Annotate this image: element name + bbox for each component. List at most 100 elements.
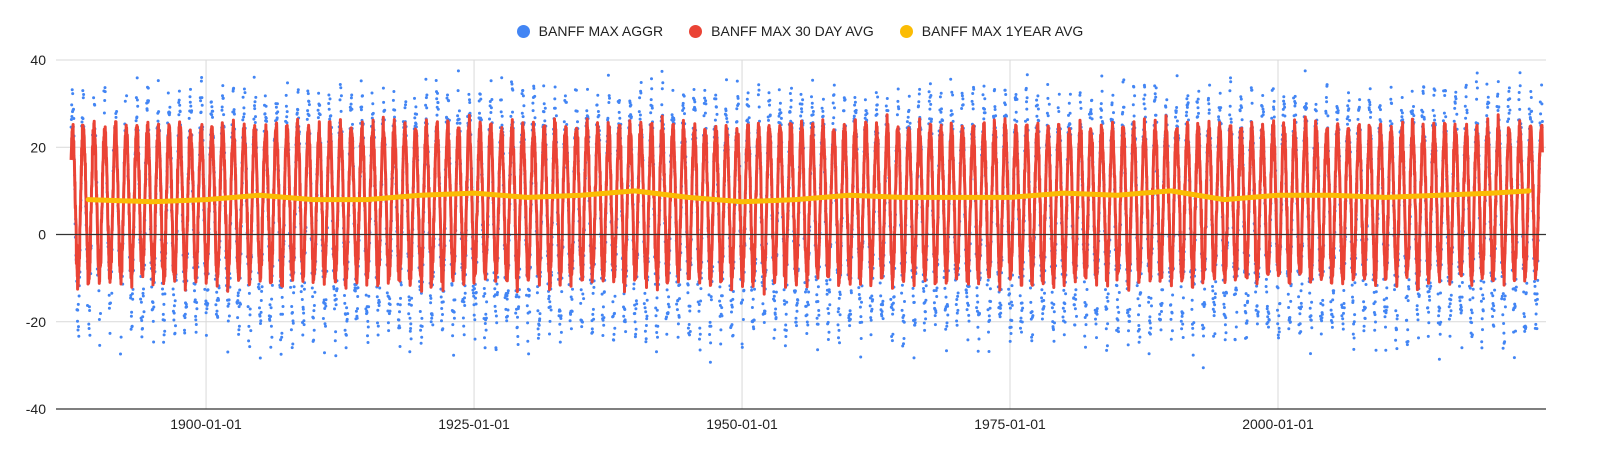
aggr-point [408, 329, 412, 333]
aggr-point [242, 87, 246, 91]
aggr-point [682, 106, 686, 110]
aggr-point [1128, 319, 1132, 323]
aggr-point [971, 107, 975, 111]
aggr-point [826, 338, 830, 341]
aggr-point [1061, 306, 1065, 310]
aggr-point [773, 299, 777, 303]
aggr-point [1015, 97, 1019, 101]
aggr-point [296, 88, 300, 92]
aggr-point [788, 92, 792, 95]
aggr-point [353, 289, 357, 293]
aggr-point [857, 293, 861, 296]
aggr-point [1025, 96, 1029, 100]
aggr-point [1407, 278, 1411, 282]
aggr-point [367, 294, 371, 298]
aggr-point [1363, 306, 1367, 310]
aggr-point [1341, 327, 1345, 331]
aggr-point [843, 98, 847, 102]
aggr-point [1153, 92, 1157, 96]
aggr-point [290, 305, 294, 308]
aggr-point [869, 316, 873, 320]
aggr-point [1158, 312, 1162, 316]
aggr-point [945, 321, 949, 325]
aggr-point [976, 300, 980, 304]
aggr-point [500, 114, 504, 118]
aggr-point [602, 316, 606, 320]
aggr-point [1195, 100, 1199, 104]
aggr-point [774, 307, 778, 311]
aggr-point [730, 310, 733, 314]
aggr-point [531, 101, 535, 105]
aggr-point [881, 303, 885, 307]
aggr-point [316, 116, 320, 120]
aggr-point [1003, 88, 1007, 92]
aggr-point [71, 92, 75, 96]
aggr-point [1084, 345, 1087, 349]
aggr-point [521, 115, 525, 119]
aggr-point [257, 282, 261, 286]
aggr-point [505, 319, 509, 323]
aggr-point [77, 334, 81, 338]
aggr-point [911, 286, 915, 290]
legend-item-aggr: BANFF MAX AGGR [516, 23, 663, 39]
aggr-point [542, 84, 546, 88]
aggr-point [1095, 336, 1098, 340]
aggr-point [881, 299, 885, 303]
aggr-point [463, 296, 466, 300]
aggr-point [1223, 294, 1227, 298]
aggr-point [376, 321, 379, 325]
aggr-point [307, 103, 311, 107]
aggr-point [243, 91, 247, 95]
aggr-point [1320, 316, 1324, 320]
aggr-point [1121, 110, 1125, 114]
aggr-point [853, 100, 857, 104]
aggr-point [242, 115, 246, 119]
aggr-point [1132, 114, 1136, 118]
aggr-point [1043, 291, 1046, 295]
aggr-point [935, 286, 939, 290]
aggr-point [1395, 327, 1399, 331]
aggr-point [644, 337, 648, 341]
aggr-point [1164, 105, 1168, 109]
aggr-point [254, 115, 257, 119]
aggr-point [538, 317, 542, 321]
aggr-point [1228, 89, 1232, 93]
aggr-point [613, 326, 617, 330]
aggr-point [163, 329, 167, 333]
aggr-point [607, 101, 611, 104]
aggr-point [1288, 320, 1292, 324]
aggr-point [478, 92, 482, 96]
aggr-point [617, 110, 621, 114]
aggr-point [596, 110, 600, 113]
aggr-point [80, 120, 84, 124]
aggr-point [1283, 105, 1287, 109]
aggr-point [1143, 85, 1147, 89]
aggr-point [1201, 323, 1204, 327]
aggr-point [790, 86, 793, 90]
aggr-point [407, 312, 411, 316]
aggr-point [424, 96, 428, 100]
aggr-point [131, 287, 135, 291]
aggr-point [473, 337, 477, 341]
aggr-point [1379, 108, 1382, 112]
aggr-point [752, 318, 756, 322]
aggr-point [740, 342, 744, 346]
aggr-point [439, 295, 443, 299]
aggr-point [441, 300, 445, 304]
aggr-point [1368, 103, 1372, 107]
aggr-point [1335, 118, 1339, 122]
aggr-point [1308, 306, 1312, 310]
aggr-point [1298, 312, 1302, 316]
aggr-point [905, 120, 909, 124]
aggr-point [886, 109, 890, 113]
aggr-point [1116, 305, 1120, 309]
aggr-point [206, 302, 210, 306]
aggr-point [1105, 307, 1109, 311]
aggr-point [1289, 299, 1293, 303]
aggr-point [468, 101, 472, 104]
aggr-point [210, 105, 214, 109]
aggr-point [989, 300, 993, 303]
aggr-point [1390, 102, 1394, 105]
aggr-point [1029, 300, 1033, 304]
aggr-point [635, 302, 639, 306]
